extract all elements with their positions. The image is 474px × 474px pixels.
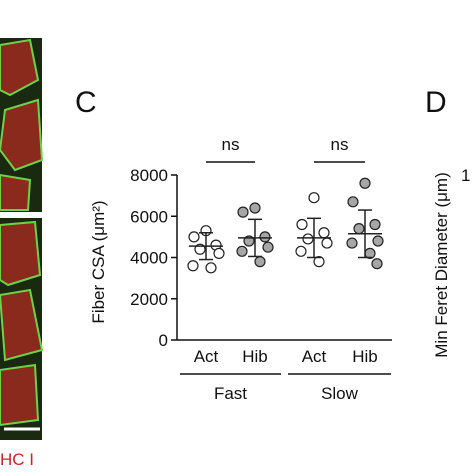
y-tick-label: 6000 — [130, 207, 168, 226]
data-point — [213, 247, 225, 259]
x-tick-label: Act — [194, 347, 219, 366]
group-label: Fast — [214, 384, 247, 403]
data-point — [321, 237, 333, 249]
data-point — [262, 241, 274, 253]
data-point — [237, 206, 249, 218]
x-tick-label: Hib — [352, 347, 378, 366]
fibers — [0, 38, 44, 211]
data-point — [372, 235, 384, 247]
y-tick-label: 8000 — [130, 166, 168, 185]
data-point — [371, 258, 383, 270]
data-point — [249, 202, 261, 214]
data-point — [308, 192, 320, 204]
data-point — [259, 231, 271, 243]
panel-label: D — [425, 86, 447, 119]
data-point — [353, 223, 365, 235]
data-point — [295, 245, 307, 257]
data-point — [346, 237, 358, 249]
data-point — [359, 177, 371, 189]
micrograph: HC I — [0, 38, 44, 469]
y-tick-label: 0 — [159, 331, 168, 350]
data-point — [187, 260, 199, 272]
data-point — [302, 233, 314, 245]
y-axis-label: Min Feret Diameter (μm) — [432, 172, 451, 357]
fibers — [0, 220, 44, 427]
data-point — [205, 262, 217, 274]
data-point — [296, 218, 308, 231]
data-point — [318, 227, 330, 239]
data-point — [254, 256, 266, 268]
data-point — [236, 245, 248, 257]
data-point — [369, 218, 381, 231]
x-tick-label: Act — [302, 347, 327, 366]
y-axis-label: Fiber CSA (μm²) — [89, 200, 108, 323]
y-tick-label: 4000 — [130, 249, 168, 268]
x-tick-label: Hib — [242, 347, 268, 366]
data-point — [347, 196, 359, 208]
panel-label: C — [75, 86, 97, 119]
group-label: Slow — [321, 384, 359, 403]
significance-label: ns — [222, 135, 240, 154]
y-tick-label: 2000 — [130, 290, 168, 309]
significance-label: ns — [331, 135, 349, 154]
image-caption: HC I — [0, 450, 34, 469]
data-point — [188, 231, 200, 243]
data-point — [313, 256, 325, 268]
y-tick-label: 1 — [461, 166, 470, 185]
